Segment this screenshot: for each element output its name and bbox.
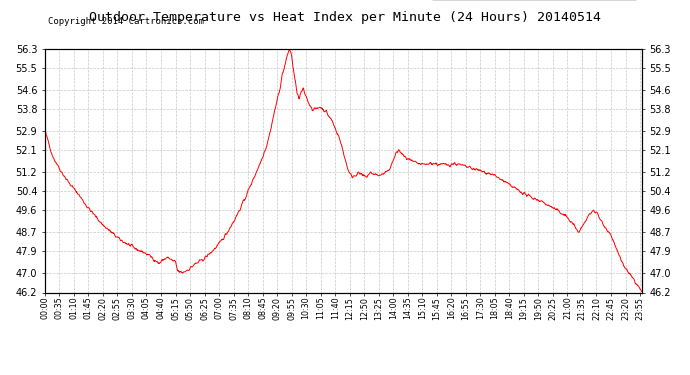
Text: Copyright 2014 Cartronics.com: Copyright 2014 Cartronics.com <box>48 17 204 26</box>
Text: Outdoor Temperature vs Heat Index per Minute (24 Hours) 20140514: Outdoor Temperature vs Heat Index per Mi… <box>89 11 601 24</box>
